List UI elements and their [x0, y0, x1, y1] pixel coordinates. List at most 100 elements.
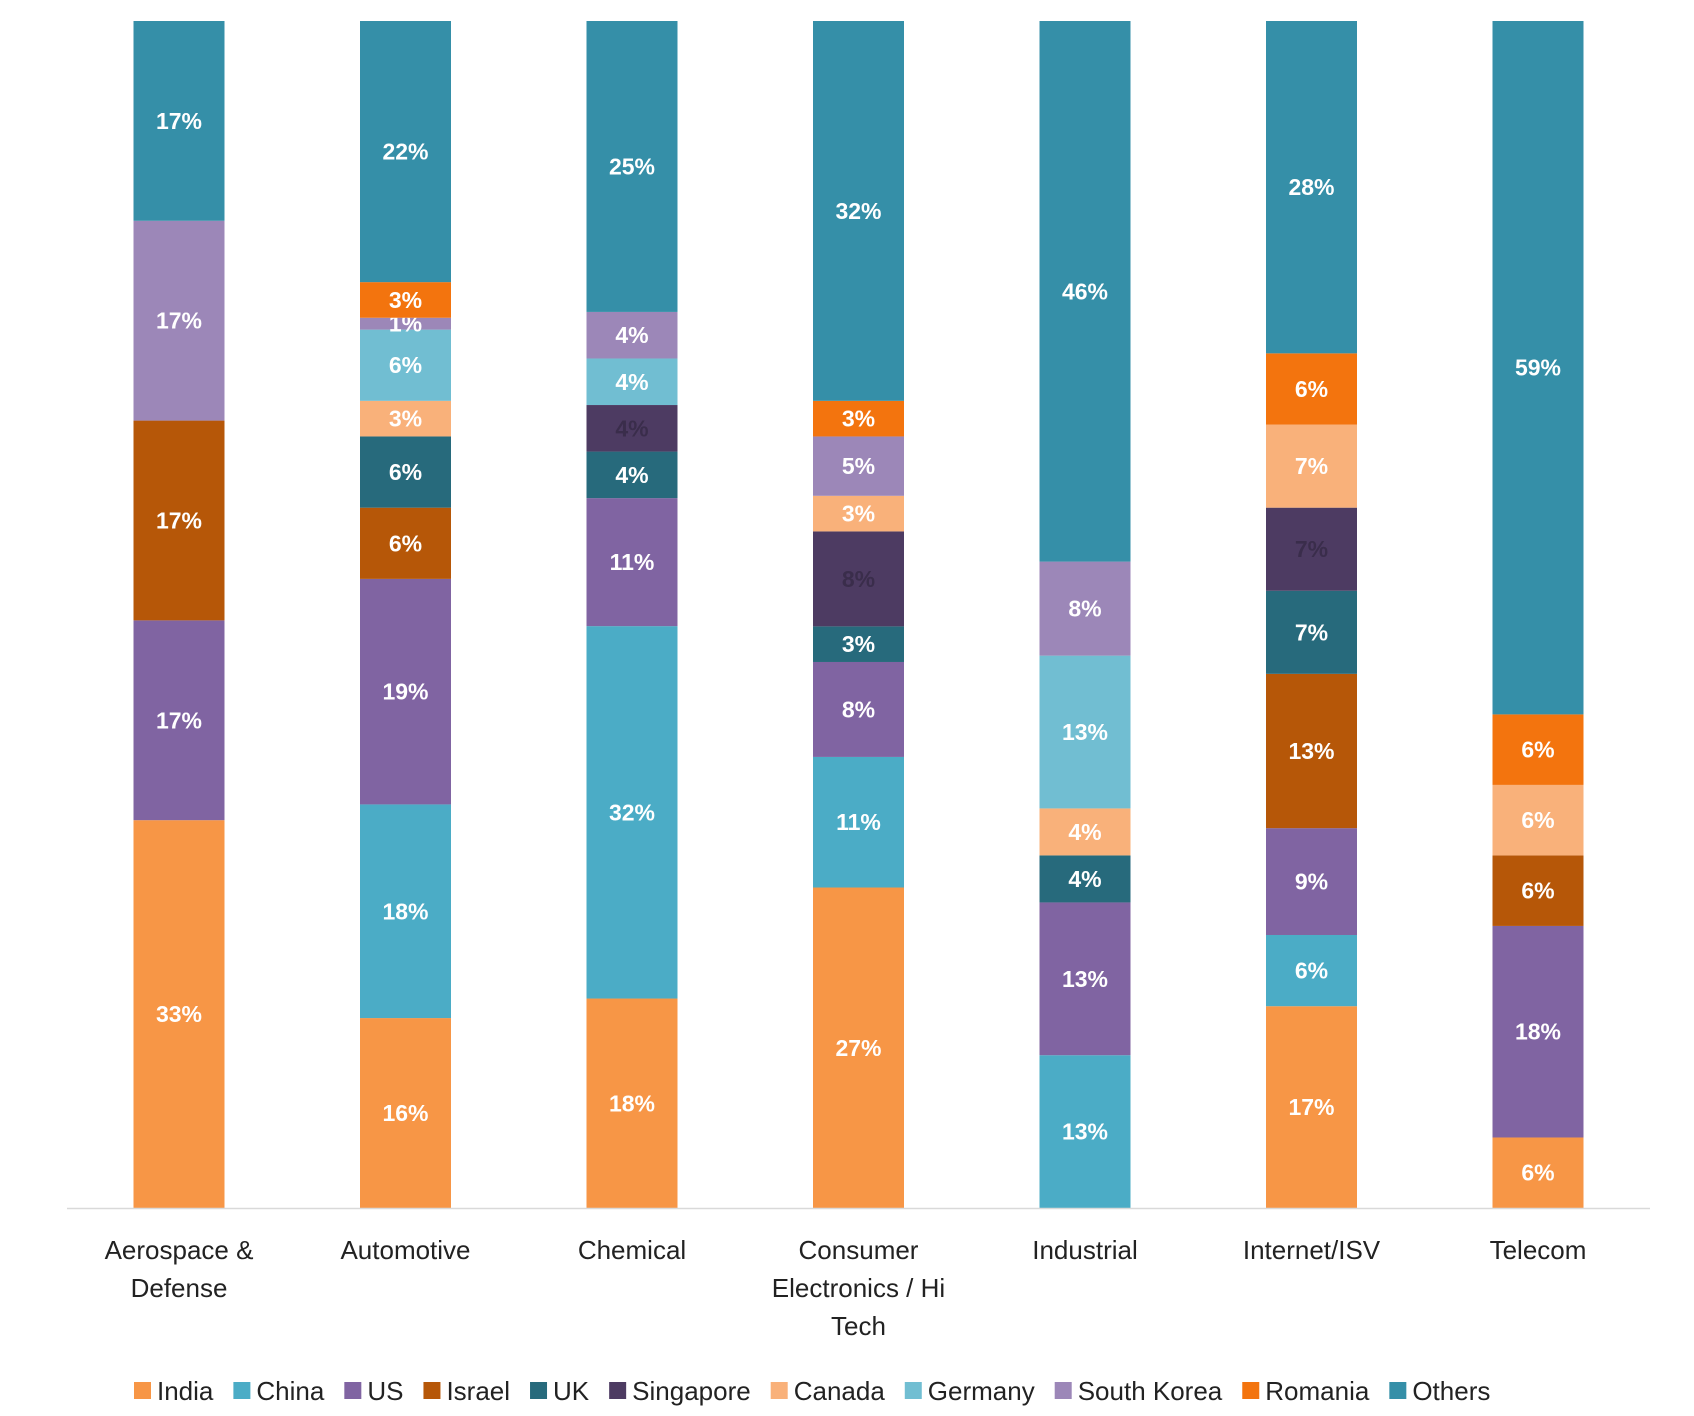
- legend-label: India: [157, 1376, 214, 1406]
- data-label: 11%: [610, 549, 655, 575]
- legend-label: South Korea: [1078, 1376, 1223, 1406]
- data-label: 6%: [1521, 1160, 1554, 1186]
- bar-germany: [586, 358, 678, 406]
- bar-stack-internet-isv: 17% 6% 9% 13% 7% 7% 7% 6% 28%: [1266, 21, 1357, 1208]
- legend-swatch: [423, 1382, 441, 1399]
- bar-romania: [813, 400, 904, 437]
- bar-south-korea: [586, 311, 678, 359]
- data-label: 25%: [609, 153, 655, 179]
- bar-china: [586, 626, 678, 999]
- data-label: 6%: [1295, 958, 1328, 984]
- bar-singapore: [813, 531, 904, 627]
- legend-swatch: [904, 1382, 922, 1399]
- bar-south-korea: [360, 317, 451, 330]
- legend-swatch: [1242, 1382, 1260, 1399]
- legend-item-others: Others: [1389, 1376, 1490, 1406]
- legend-swatch: [1389, 1382, 1407, 1399]
- legend-item-uk: UK: [530, 1376, 590, 1406]
- legend-label: Canada: [794, 1376, 886, 1406]
- data-label: 6%: [1521, 737, 1554, 763]
- bar-canada: [360, 400, 451, 437]
- bar-others: [586, 21, 678, 312]
- category-label: Aerospace &: [105, 1235, 254, 1265]
- bar-israel: [1266, 673, 1357, 829]
- legend-swatch: [609, 1382, 627, 1399]
- legend-label: Others: [1412, 1376, 1490, 1406]
- legend-item-us: US: [344, 1376, 403, 1406]
- bar-south-korea: [1039, 561, 1131, 656]
- data-label: 33%: [156, 1001, 202, 1027]
- legend-label: Romania: [1265, 1376, 1370, 1406]
- legend-label: UK: [553, 1376, 590, 1406]
- legend-swatch: [1054, 1382, 1072, 1399]
- category-label: Electronics / Hi: [772, 1273, 945, 1303]
- bar-uk: [360, 436, 451, 508]
- legend-label: US: [367, 1376, 403, 1406]
- data-label: 6%: [389, 530, 422, 556]
- bar-stack-telecom: 6% 18% 6% 6% 6% 59%: [1492, 21, 1584, 1208]
- legend-item-india: India: [134, 1376, 214, 1406]
- bars: 33%17%17%17%17%16%18%19%6%6%3%6%1%3%22%1…: [133, 21, 1584, 1208]
- bar-china: [1266, 934, 1357, 1007]
- bar-singapore: [1266, 507, 1357, 591]
- data-label: 18%: [609, 1090, 655, 1116]
- data-label: 6%: [1295, 376, 1328, 402]
- data-label: 22%: [382, 139, 428, 165]
- bar-uk: [1039, 855, 1131, 903]
- data-label: 16%: [382, 1100, 428, 1126]
- data-label: 18%: [382, 898, 428, 924]
- bar-stack-consumer-electronics-hi-tech: 27% 11% 8% 3% 8% 3% 5% 3% 32%: [813, 21, 904, 1208]
- bar-india: [586, 998, 678, 1208]
- bar-us: [1039, 902, 1131, 1056]
- bar-canada: [813, 495, 904, 532]
- bar-romania: [1266, 353, 1357, 425]
- data-label: 32%: [609, 799, 655, 825]
- data-label: 6%: [389, 352, 422, 378]
- bar-china: [813, 756, 904, 888]
- bar-others: [813, 21, 904, 401]
- data-label: 6%: [1521, 878, 1554, 904]
- data-label: 17%: [156, 507, 202, 533]
- data-label: 3%: [842, 406, 875, 432]
- data-label: 7%: [1295, 536, 1328, 562]
- data-label: 17%: [156, 108, 202, 134]
- bar-stack-aerospace-defense: 33% 17% 17% 17% 17%: [133, 21, 225, 1208]
- bar-germany: [360, 329, 451, 401]
- bar-us: [133, 620, 225, 821]
- bar-israel: [133, 420, 225, 621]
- bar-romania: [1492, 714, 1584, 785]
- data-label: 6%: [1521, 807, 1554, 833]
- legend-swatch: [134, 1382, 151, 1399]
- data-label: 18%: [1515, 1019, 1561, 1045]
- legend-swatch: [233, 1382, 251, 1399]
- legend-label: Germany: [928, 1376, 1035, 1406]
- category-label: Chemical: [578, 1235, 686, 1265]
- data-label: 6%: [389, 459, 422, 485]
- legend-item-israel: Israel: [423, 1376, 510, 1406]
- bar-others: [1266, 21, 1357, 354]
- data-label: 7%: [1295, 453, 1328, 479]
- bar-us: [360, 578, 451, 805]
- bar-israel: [360, 507, 451, 579]
- category-label: Tech: [831, 1311, 886, 1341]
- bar-south-korea: [813, 436, 904, 496]
- data-label: 7%: [1295, 619, 1328, 645]
- data-label: 8%: [842, 566, 875, 592]
- bar-china: [1039, 1055, 1131, 1208]
- bar-stack-automotive: 16%18%19%6%6%3%6%1%3%22%: [360, 21, 451, 1208]
- data-label: 13%: [1062, 719, 1108, 745]
- data-label: 59%: [1515, 355, 1561, 381]
- bar-canada: [1266, 424, 1357, 508]
- data-label: 17%: [156, 707, 202, 733]
- data-label: 4%: [615, 369, 648, 395]
- data-label: 8%: [842, 696, 875, 722]
- bar-singapore: [586, 405, 678, 452]
- bar-uk: [813, 626, 904, 662]
- data-label: 19%: [382, 679, 428, 705]
- category-label: Defense: [131, 1273, 228, 1303]
- bar-romania: [360, 282, 451, 318]
- data-label: 27%: [835, 1035, 881, 1061]
- bar-israel: [1492, 855, 1584, 926]
- legend-swatch: [530, 1382, 548, 1399]
